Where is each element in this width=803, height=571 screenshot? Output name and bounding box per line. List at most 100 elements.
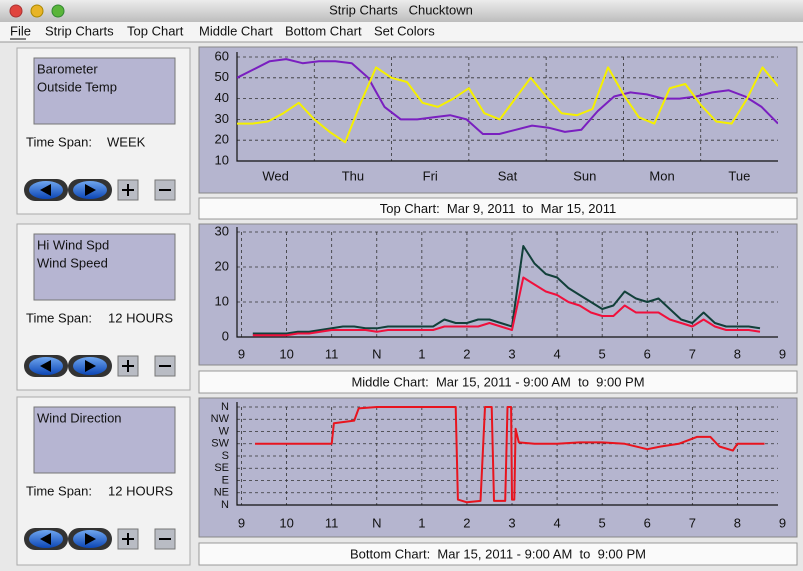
x-tick-label: 11 <box>325 346 339 361</box>
y-tick-label: N <box>221 499 229 511</box>
x-tick-label: 8 <box>734 515 741 530</box>
x-tick-label: 8 <box>734 346 741 361</box>
x-tick-label: 7 <box>689 515 696 530</box>
y-tick-label: 50 <box>215 69 229 84</box>
time-span-value: WEEK <box>107 134 146 149</box>
x-tick-label: Tue <box>728 168 750 183</box>
title-bar <box>0 0 803 22</box>
zoom-in-button[interactable] <box>117 179 139 201</box>
time-span-label: Time Span: <box>26 134 92 149</box>
y-tick-label: SW <box>211 438 229 450</box>
zoom-out-button[interactable] <box>154 355 176 377</box>
minimize-button[interactable] <box>30 4 44 18</box>
caption-box <box>198 542 798 566</box>
x-tick-label: 5 <box>599 346 606 361</box>
back-button[interactable] <box>24 355 68 377</box>
zoom-in-button[interactable] <box>117 355 139 377</box>
caption-box <box>198 370 798 394</box>
menu-item[interactable]: Set Colors <box>374 23 435 38</box>
menu-item[interactable]: Strip Charts <box>45 23 114 38</box>
time-span-label: Time Span: <box>26 310 92 325</box>
zoom-button[interactable] <box>51 4 65 18</box>
back-button[interactable] <box>24 179 68 201</box>
y-tick-label: 0 <box>222 328 229 343</box>
x-tick-label: N <box>372 515 381 530</box>
x-tick-label: 9 <box>779 515 786 530</box>
zoom-out-button[interactable] <box>154 179 176 201</box>
x-tick-label: 11 <box>325 515 339 530</box>
arrow-icon <box>40 533 51 545</box>
button-icon <box>122 533 134 545</box>
arrow-icon <box>85 184 96 196</box>
forward-button[interactable] <box>68 179 112 201</box>
plot-axes <box>236 402 778 506</box>
x-tick-label: 1 <box>418 515 425 530</box>
zoom-in-button[interactable] <box>117 528 139 550</box>
time-span-value: 12 HOURS <box>108 310 173 325</box>
arrow-icon <box>85 533 96 545</box>
legend-entry: Outside Temp <box>37 79 117 94</box>
legend-entry: Barometer <box>37 61 98 76</box>
arrow-icon <box>40 184 51 196</box>
button-icon <box>122 184 134 196</box>
plot-axes <box>236 52 778 162</box>
y-tick-label: NW <box>211 413 230 425</box>
x-tick-label: N <box>372 346 381 361</box>
y-tick-label: 20 <box>215 258 229 273</box>
series-line <box>255 406 765 504</box>
y-tick-label: NE <box>214 487 229 499</box>
y-tick-label: 10 <box>215 293 229 308</box>
back-button[interactable] <box>24 528 68 550</box>
arrow-icon <box>40 360 51 372</box>
y-tick-label: 10 <box>215 152 229 167</box>
window-title: Strip Charts Chucktown <box>329 2 473 17</box>
series-line <box>237 66 778 144</box>
time-span-value: 12 HOURS <box>108 483 173 498</box>
y-tick-label: N <box>221 401 229 413</box>
y-tick-label: W <box>219 425 230 437</box>
legend-box <box>33 406 176 474</box>
x-tick-label: 6 <box>644 346 651 361</box>
legend-entry: Wind Speed <box>37 255 108 270</box>
x-tick-label: 2 <box>463 515 470 530</box>
menu-item[interactable]: Bottom Chart <box>285 23 362 38</box>
forward-button[interactable] <box>68 355 112 377</box>
caption-box <box>198 197 798 220</box>
legend-box <box>33 233 176 301</box>
menu-item[interactable]: Middle Chart <box>199 23 273 38</box>
x-tick-label: 4 <box>553 346 560 361</box>
x-tick-label: 1 <box>418 346 425 361</box>
plot-axes <box>236 227 778 338</box>
chart-caption: Bottom Chart: Mar 15, 2011 - 9:00 AM to … <box>350 546 646 561</box>
y-tick-label: 40 <box>215 90 229 105</box>
forward-button[interactable] <box>68 528 112 550</box>
x-tick-label: Mon <box>649 168 674 183</box>
chart-caption: Top Chart: Mar 9, 2011 to Mar 15, 2011 <box>380 201 617 216</box>
arrow-icon <box>85 360 96 372</box>
x-tick-label: 3 <box>508 346 515 361</box>
y-tick-label: 30 <box>215 223 229 238</box>
x-tick-label: 7 <box>689 346 696 361</box>
time-span-label: Time Span: <box>26 483 92 498</box>
x-tick-label: 2 <box>463 346 470 361</box>
y-tick-label: 30 <box>215 111 229 126</box>
menu-item[interactable]: Top Chart <box>127 23 184 38</box>
y-tick-label: SE <box>214 462 229 474</box>
x-tick-label: 10 <box>279 515 293 530</box>
legend-entry: Wind Direction <box>37 410 122 425</box>
x-tick-label: 5 <box>599 515 606 530</box>
x-tick-label: 9 <box>238 346 245 361</box>
menu-item[interactable]: File <box>10 23 31 38</box>
x-tick-label: 6 <box>644 515 651 530</box>
legend-box <box>33 57 176 125</box>
series-line <box>252 276 761 337</box>
chart-caption: Middle Chart: Mar 15, 2011 - 9:00 AM to … <box>351 374 644 389</box>
chart-frame <box>198 46 798 194</box>
close-button[interactable] <box>9 4 23 18</box>
x-tick-label: 9 <box>238 515 245 530</box>
menu-bar <box>0 22 803 42</box>
zoom-out-button[interactable] <box>154 528 176 550</box>
button-icon <box>122 360 134 372</box>
series-line <box>252 245 761 335</box>
